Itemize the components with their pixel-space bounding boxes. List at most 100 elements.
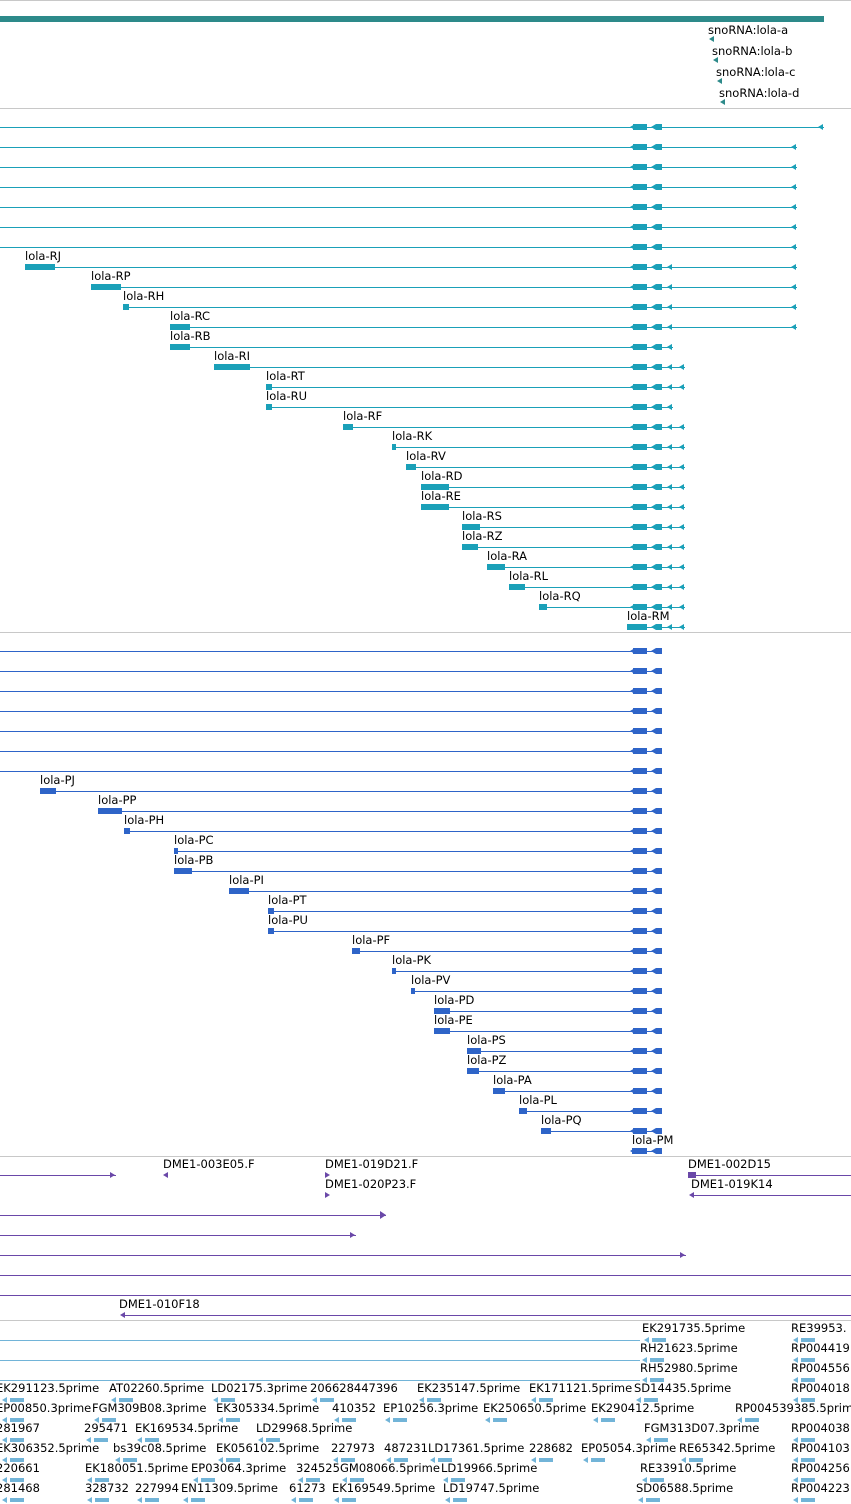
transcript-label-lola-rj[interactable]: lola-RJ: [25, 249, 62, 263]
est-label[interactable]: RP004018: [791, 1381, 850, 1395]
transcript-label-lola-rq[interactable]: lola-RQ: [539, 589, 581, 603]
protein-label-lola-pu[interactable]: lola-PU: [268, 913, 308, 927]
transcript-label-lola-rl[interactable]: lola-RL: [509, 569, 549, 583]
transcript-label-lola-rz[interactable]: lola-RZ: [462, 529, 503, 543]
est-label[interactable]: EK235147.5prime: [417, 1381, 521, 1395]
est-label[interactable]: EK180051.5prime: [85, 1461, 189, 1475]
est-label[interactable]: RP004038: [791, 1421, 850, 1435]
protein-label-lola-pb[interactable]: lola-PB: [174, 853, 214, 867]
protein-label-lola-pe[interactable]: lola-PE: [434, 1013, 473, 1027]
protein-label-lola-pt[interactable]: lola-PT: [268, 893, 307, 907]
est-label[interactable]: EP05054.3prime: [581, 1441, 677, 1455]
est-label[interactable]: RH21623.5prime: [640, 1341, 738, 1355]
protein-label-lola-pp[interactable]: lola-PP: [98, 793, 137, 807]
transcript-label-lola-rh[interactable]: lola-RH: [123, 289, 165, 303]
transcript-label-lola-re[interactable]: lola-RE: [421, 489, 461, 503]
est-label[interactable]: 324525: [296, 1461, 340, 1475]
transcript-label-lola-ru[interactable]: lola-RU: [266, 389, 308, 403]
snorna-label[interactable]: snoRNA:lola-c: [716, 65, 796, 79]
est-label[interactable]: EK305334.5prime: [216, 1401, 320, 1415]
est-label[interactable]: LD17361.5prime: [428, 1441, 525, 1455]
snorna-label[interactable]: snoRNA:lola-d: [719, 86, 800, 100]
snorna-label[interactable]: snoRNA:lola-b: [712, 44, 793, 58]
est-label[interactable]: LD19747.5prime: [443, 1481, 540, 1495]
transcript-label-lola-rd[interactable]: lola-RD: [421, 469, 463, 483]
est-label[interactable]: FGM309B08.3prime: [92, 1401, 207, 1415]
protein-label-lola-pi[interactable]: lola-PI: [229, 873, 264, 887]
est-label[interactable]: SD14435.5prime: [634, 1381, 732, 1395]
est-label[interactable]: 220661: [0, 1461, 40, 1475]
est-label[interactable]: EP00850.3prime: [0, 1401, 92, 1415]
clone-label[interactable]: DME1-019K14: [691, 1177, 773, 1191]
est-label[interactable]: EN11309.5prime: [181, 1481, 278, 1495]
est-label[interactable]: bs39c08.5prime: [113, 1441, 207, 1455]
est-label[interactable]: EK291735.5prime: [642, 1321, 746, 1335]
est-label[interactable]: EK291123.5prime: [0, 1381, 100, 1395]
est-label[interactable]: 227973: [331, 1441, 375, 1455]
est-label[interactable]: LD02175.3prime: [211, 1381, 308, 1395]
protein-label-lola-pj[interactable]: lola-PJ: [40, 773, 75, 787]
transcript-label-lola-rf[interactable]: lola-RF: [343, 409, 383, 423]
est-label[interactable]: EP03064.3prime: [191, 1461, 287, 1475]
est-label[interactable]: GM08066.5prime: [340, 1461, 440, 1475]
est-label[interactable]: FGM313D07.3prime: [644, 1421, 760, 1435]
est-label[interactable]: 228682: [529, 1441, 573, 1455]
transcript-label-lola-rs[interactable]: lola-RS: [462, 509, 502, 523]
transcript-label-lola-rp[interactable]: lola-RP: [91, 269, 131, 283]
est-label[interactable]: AT02260.5prime: [109, 1381, 205, 1395]
est-label[interactable]: 61273: [289, 1481, 326, 1495]
est-label[interactable]: 281967: [0, 1421, 40, 1435]
est-label[interactable]: EK250650.5prime: [483, 1401, 587, 1415]
transcript-label-lola-rv[interactable]: lola-RV: [406, 449, 446, 463]
protein-label-lola-pv[interactable]: lola-PV: [411, 973, 451, 987]
protein-label-lola-pm[interactable]: lola-PM: [632, 1133, 674, 1147]
est-label[interactable]: 328732: [85, 1481, 129, 1495]
est-label[interactable]: RE39953.: [791, 1321, 847, 1335]
est-label[interactable]: RP004103: [791, 1441, 850, 1455]
est-label[interactable]: EK290412.5prime: [591, 1401, 695, 1415]
est-label[interactable]: RE65342.5prime: [679, 1441, 776, 1455]
est-label[interactable]: SD06588.5prime: [636, 1481, 734, 1495]
est-label[interactable]: LD19966.5prime: [441, 1461, 538, 1475]
est-label[interactable]: RP004419: [791, 1341, 850, 1355]
transcript-label-lola-rb[interactable]: lola-RB: [170, 329, 211, 343]
est-label[interactable]: 410352: [332, 1401, 376, 1415]
est-label[interactable]: 206628447396: [310, 1381, 398, 1395]
clone-label[interactable]: DME1-010F18: [119, 1297, 200, 1311]
protein-label-lola-pa[interactable]: lola-PA: [493, 1073, 532, 1087]
protein-label-lola-pq[interactable]: lola-PQ: [541, 1113, 582, 1127]
est-label[interactable]: 487231: [384, 1441, 428, 1455]
est-label[interactable]: RP004223: [791, 1481, 850, 1495]
transcript-label-lola-rt[interactable]: lola-RT: [266, 369, 305, 383]
transcript-label-lola-rk[interactable]: lola-RK: [392, 429, 433, 443]
protein-label-lola-pc[interactable]: lola-PC: [174, 833, 214, 847]
est-label[interactable]: EK056102.5prime: [216, 1441, 320, 1455]
clone-label[interactable]: DME1-003E05.F: [163, 1157, 255, 1171]
est-label[interactable]: EK306352.5prime: [0, 1441, 100, 1455]
transcript-label-lola-ri[interactable]: lola-RI: [214, 349, 251, 363]
clone-label[interactable]: DME1-002D15: [688, 1157, 771, 1171]
clone-label[interactable]: DME1-019D21.F: [325, 1157, 419, 1171]
est-label[interactable]: EK169549.5prime: [332, 1481, 436, 1495]
est-label[interactable]: RH52980.5prime: [640, 1361, 738, 1375]
est-label[interactable]: LD29968.5prime: [256, 1421, 353, 1435]
snorna-label[interactable]: snoRNA:lola-a: [708, 23, 789, 37]
transcript-label-lola-rm[interactable]: lola-RM: [627, 609, 670, 623]
est-label[interactable]: EK171121.5prime: [529, 1381, 633, 1395]
protein-label-lola-ph[interactable]: lola-PH: [124, 813, 165, 827]
est-label[interactable]: 295471: [84, 1421, 128, 1435]
protein-label-lola-pz[interactable]: lola-PZ: [467, 1053, 507, 1067]
est-label[interactable]: RP004256: [791, 1461, 850, 1475]
protein-label-lola-pd[interactable]: lola-PD: [434, 993, 475, 1007]
protein-label-lola-pf[interactable]: lola-PF: [352, 933, 391, 947]
transcript-label-lola-ra[interactable]: lola-RA: [487, 549, 528, 563]
clone-label[interactable]: DME1-020P23.F: [325, 1177, 417, 1191]
est-label[interactable]: EP10256.3prime: [383, 1401, 479, 1415]
est-label[interactable]: RE33910.5prime: [640, 1461, 737, 1475]
est-label[interactable]: EK169534.5prime: [135, 1421, 239, 1435]
protein-label-lola-pk[interactable]: lola-PK: [392, 953, 432, 967]
est-label[interactable]: RP004539385.5prime: [735, 1401, 851, 1415]
est-label[interactable]: RP004556: [791, 1361, 850, 1375]
est-label[interactable]: 227994: [135, 1481, 179, 1495]
protein-label-lola-pl[interactable]: lola-PL: [519, 1093, 557, 1107]
